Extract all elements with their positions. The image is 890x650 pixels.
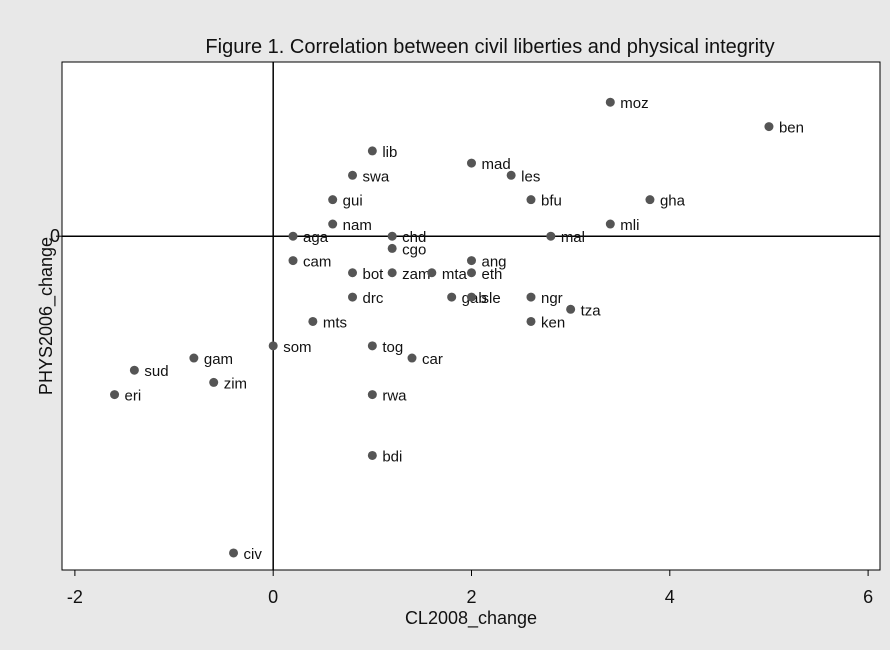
x-tick-label: 6 xyxy=(863,587,873,607)
point-label: moz xyxy=(620,95,648,112)
point-label: mta xyxy=(442,266,468,283)
point-label: gam xyxy=(204,351,233,368)
point-label: bdi xyxy=(382,448,402,465)
point-label: civ xyxy=(244,546,263,563)
point-label: nam xyxy=(343,217,372,234)
point-label: les xyxy=(521,168,540,185)
point-label: som xyxy=(283,339,311,356)
point-label: gha xyxy=(660,193,686,210)
point-label: mli xyxy=(620,217,639,234)
point xyxy=(348,170,358,180)
point-label: ngr xyxy=(541,290,563,307)
x-tick-label: -2 xyxy=(67,587,83,607)
point xyxy=(526,195,536,205)
point-label: zam xyxy=(402,266,430,283)
point-label: sud xyxy=(144,363,168,380)
point-label: ken xyxy=(541,314,565,331)
point xyxy=(466,268,476,278)
point-label: ben xyxy=(779,120,804,137)
point xyxy=(387,243,397,253)
point xyxy=(427,268,437,278)
point xyxy=(129,365,139,375)
point xyxy=(566,304,576,314)
point xyxy=(526,292,536,302)
point-label: cam xyxy=(303,254,331,271)
point xyxy=(229,548,239,558)
point xyxy=(110,390,120,400)
point xyxy=(367,146,377,156)
point-label: gui xyxy=(343,193,363,210)
point xyxy=(348,292,358,302)
point-label: eth xyxy=(481,266,502,283)
point xyxy=(189,353,199,363)
point xyxy=(407,353,417,363)
point-label: aga xyxy=(303,229,329,246)
point xyxy=(328,219,338,229)
point-label: sle xyxy=(481,290,500,307)
point xyxy=(367,341,377,351)
point xyxy=(308,316,318,326)
point xyxy=(268,341,278,351)
point xyxy=(288,256,298,266)
point xyxy=(526,316,536,326)
point-label: swa xyxy=(363,168,390,185)
point xyxy=(466,292,476,302)
point-label: eri xyxy=(125,388,142,405)
point xyxy=(466,256,476,266)
x-tick-label: 4 xyxy=(665,587,675,607)
point xyxy=(288,231,298,241)
point xyxy=(367,450,377,460)
point xyxy=(645,195,655,205)
point-label: bot xyxy=(363,266,385,283)
y-tick-label: 0 xyxy=(50,226,60,246)
point-label: zim xyxy=(224,375,247,392)
point xyxy=(546,231,556,241)
point-label: mal xyxy=(561,229,585,246)
point-label: cgo xyxy=(402,241,426,258)
point xyxy=(209,377,219,387)
x-axis-label: CL2008_change xyxy=(405,608,537,629)
point-label: rwa xyxy=(382,388,407,405)
point xyxy=(328,195,338,205)
point-label: lib xyxy=(382,144,397,161)
point-label: chd xyxy=(402,229,426,246)
point-label: mad xyxy=(481,156,510,173)
point xyxy=(447,292,457,302)
plot-area xyxy=(61,61,881,571)
point xyxy=(348,268,358,278)
point-label: tza xyxy=(581,302,602,319)
point xyxy=(387,268,397,278)
point xyxy=(367,390,377,400)
x-tick-label: 0 xyxy=(268,587,278,607)
point-label: bfu xyxy=(541,193,562,210)
point-label: mts xyxy=(323,314,347,331)
point-label: drc xyxy=(363,290,384,307)
point xyxy=(387,231,397,241)
y-axis-label: PHYS2006_change xyxy=(36,237,57,395)
point xyxy=(466,158,476,168)
point-label: car xyxy=(422,351,443,368)
point xyxy=(605,219,615,229)
point xyxy=(506,170,516,180)
point-label: ang xyxy=(481,254,506,271)
chart-title: Figure 1. Correlation between civil libe… xyxy=(205,36,774,58)
x-tick-label: 2 xyxy=(466,587,476,607)
point-label: tog xyxy=(382,339,403,356)
point xyxy=(605,97,615,107)
point xyxy=(764,122,774,132)
